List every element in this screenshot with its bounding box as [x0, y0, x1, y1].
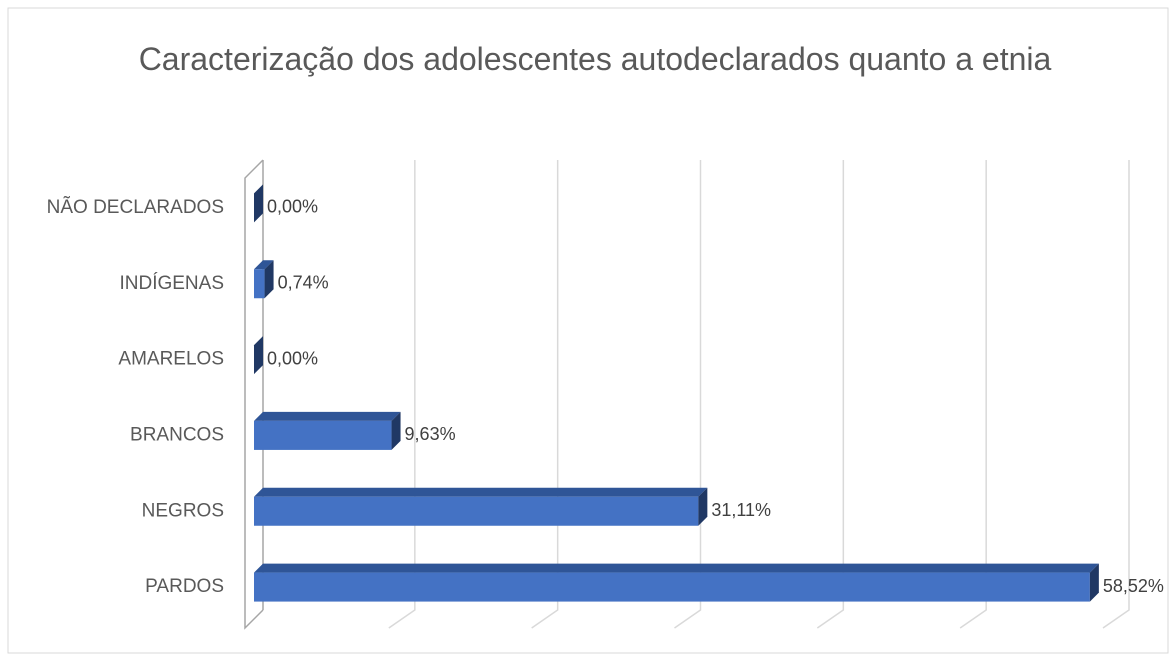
- bar-top: [254, 411, 401, 421]
- y-tick-label: PARDOS: [145, 576, 224, 597]
- bar-side: [1089, 563, 1099, 602]
- data-label: 0,00%: [267, 348, 318, 368]
- data-label: 0,74%: [278, 273, 329, 293]
- grid-line: [959, 160, 987, 629]
- data-label: 31,11%: [711, 500, 771, 520]
- grid-line: [388, 160, 416, 629]
- grid-line: [531, 160, 559, 629]
- bar-top: [254, 260, 274, 270]
- bar: [254, 269, 265, 299]
- chart-title: Caracterização dos adolescentes autodecl…: [138, 41, 1052, 77]
- bar-top: [254, 563, 1099, 573]
- y-tick-label: BRANCOS: [130, 424, 224, 445]
- data-label: 9,63%: [405, 424, 456, 444]
- y-tick-label: NÃO DECLARADOS: [47, 196, 224, 218]
- bar-side: [264, 260, 274, 299]
- bar-side: [254, 184, 263, 223]
- grid-line: [1102, 160, 1130, 629]
- axis-wall: [244, 159, 264, 630]
- grid-line: [816, 160, 845, 629]
- bar-side: [698, 487, 708, 526]
- y-tick-label: NEGROS: [142, 500, 224, 521]
- bar-side: [254, 336, 263, 375]
- bar: [254, 572, 1090, 602]
- y-tick-label: INDÍGENAS: [119, 273, 224, 294]
- bar-top: [254, 487, 708, 497]
- bar: [254, 496, 699, 526]
- grid-line: [674, 160, 702, 629]
- bar-side: [391, 411, 401, 450]
- bar: [254, 420, 392, 450]
- y-tick-label: AMARELOS: [118, 349, 224, 370]
- data-label: 58,52%: [1103, 576, 1164, 596]
- data-label: 0,00%: [267, 197, 318, 217]
- chart-border: [7, 7, 1169, 654]
